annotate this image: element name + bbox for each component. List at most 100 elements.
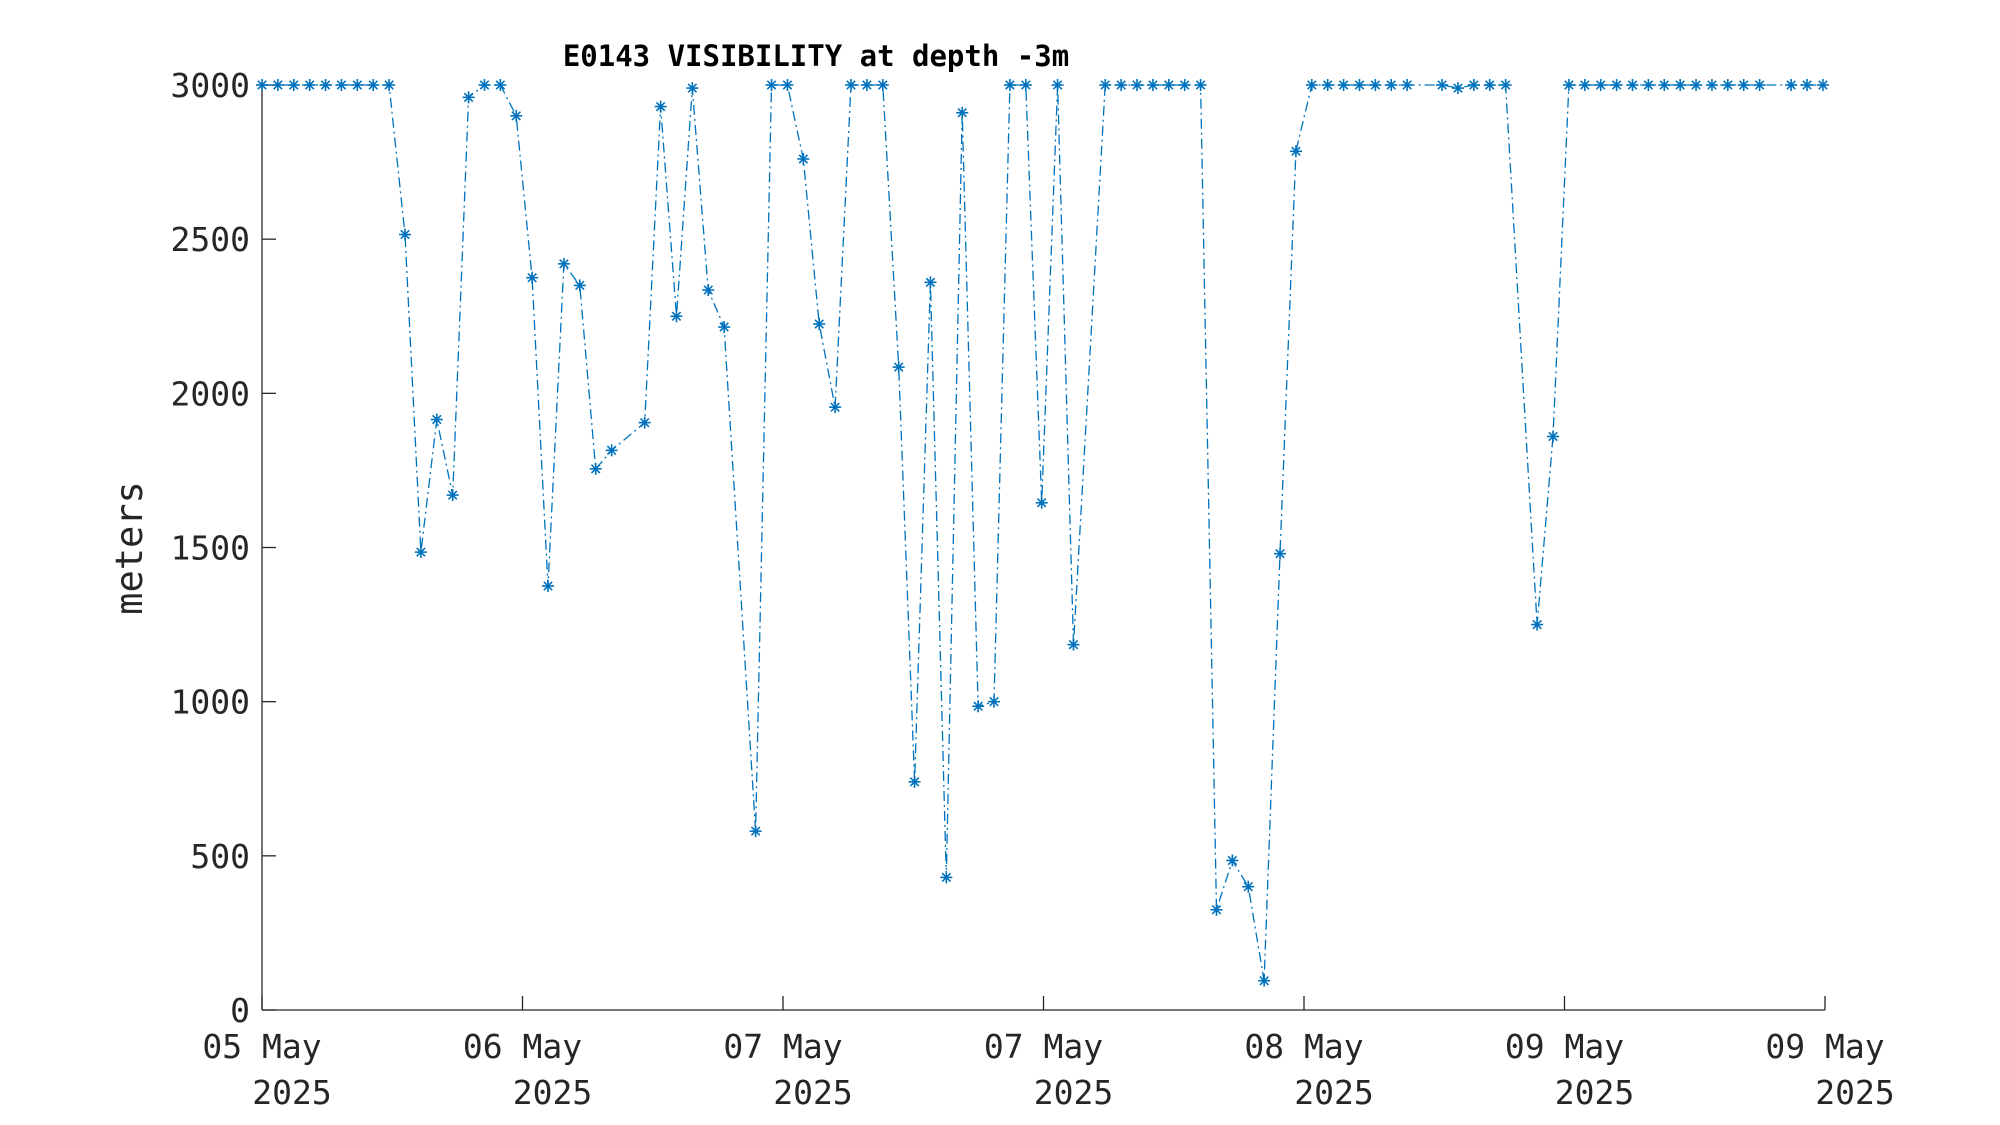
data-point [1737,79,1750,91]
data-point [1226,854,1239,867]
data-point [1210,903,1223,916]
data-point [908,775,921,788]
data-point [702,284,715,297]
data-point [526,271,539,284]
data-point [1610,79,1623,91]
x-tick-label-year: 2025 [1815,1073,1894,1112]
data-point [399,228,412,241]
data-point [542,580,555,593]
data-point [1385,79,1398,91]
data-point [797,153,810,165]
data-point [446,489,459,502]
data-point [1337,79,1350,91]
x-tick-label-date: 07 May [984,1027,1103,1066]
x-tick-label-date: 08 May [1244,1027,1363,1066]
data-point [1467,79,1480,91]
series-visibility [256,79,1829,987]
data-point [1547,430,1560,443]
data-point [367,79,380,91]
x-tick-label-year: 2025 [1034,1073,1113,1112]
data-point [1451,82,1464,95]
data-point [1816,79,1829,91]
data-point [1499,79,1512,91]
data-point [829,401,842,414]
data-point [1369,79,1382,91]
data-point [271,79,284,91]
data-point [1242,880,1255,893]
y-tick-label: 1500 [171,529,250,568]
data-point [1162,79,1175,91]
data-point [765,79,778,91]
data-point [1674,79,1687,91]
data-point [1131,79,1144,91]
data-point [383,79,396,91]
x-tick-label-date: 05 May [202,1027,321,1066]
data-point [638,416,651,429]
data-point [940,871,953,884]
y-tick-label: 500 [190,837,250,876]
data-point [654,100,667,113]
data-point [749,825,762,838]
data-point [1305,79,1318,91]
data-point [924,276,937,289]
data-point [1594,79,1607,91]
data-point [1562,79,1575,91]
chart-title: E0143 VISIBILITY at depth -3m [563,39,1069,73]
axes [261,85,1825,1011]
data-point [1099,79,1112,91]
data-point [988,695,1001,708]
data-point [1436,79,1449,91]
data-point [605,444,618,457]
data-point [876,79,889,91]
x-tick-label-year: 2025 [773,1073,852,1112]
data-point [335,79,348,91]
data-point [1626,79,1639,91]
data-point [1258,974,1271,987]
data-point [813,317,826,330]
data-point [1321,79,1334,91]
x-axis-ticks: 05 May 2025 06 May 2025 07 May 2025 07 May 2025… [202,996,1895,1112]
x-tick-label-year: 2025 [1294,1073,1373,1112]
data-point [781,79,794,91]
data-point [1289,145,1302,158]
data-point [303,79,316,91]
y-tick-label: 3000 [171,66,250,105]
data-point [1146,79,1159,91]
y-tick-label: 2000 [171,374,250,413]
data-point [1178,79,1191,91]
data-point [1801,79,1814,91]
data-point [414,546,427,559]
data-point [1578,79,1591,91]
data-point [972,700,985,713]
data-point [1642,79,1655,91]
x-tick-label-year: 2025 [1555,1073,1634,1112]
x-tick-label-year: 2025 [252,1073,331,1112]
x-tick-label-date: 06 May [463,1027,582,1066]
data-point [1067,638,1080,651]
x-tick-label-year: 2025 [513,1073,592,1112]
data-point [1531,618,1544,631]
data-point [860,79,873,91]
data-point [1115,79,1128,91]
data-point [430,413,443,426]
data-point [478,79,491,91]
data-point [319,79,332,91]
data-point [351,79,364,91]
data-point [844,79,857,91]
y-axis-label: meters [108,481,151,615]
y-tick-label: 0 [230,991,250,1030]
data-point [718,321,731,334]
data-point [1003,79,1016,91]
data-point [256,79,268,91]
x-tick-label-date: 09 May [1765,1027,1884,1066]
x-tick-label-date: 07 May [723,1027,842,1066]
data-point [1785,79,1798,91]
data-point [1705,79,1718,91]
data-point [1658,79,1671,91]
data-point [670,310,683,323]
data-point [1353,79,1366,91]
y-tick-label: 1000 [171,683,250,722]
data-point [1690,79,1703,91]
data-point [1753,79,1766,91]
data-point [1483,79,1496,91]
